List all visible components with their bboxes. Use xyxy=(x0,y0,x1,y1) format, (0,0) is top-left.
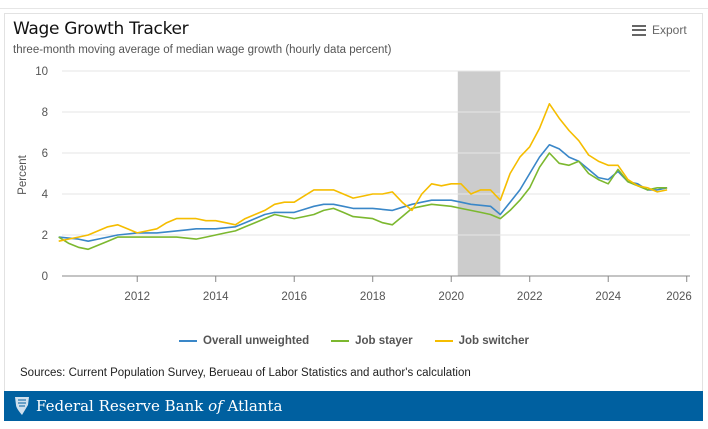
y-axis-label: Percent xyxy=(17,154,29,194)
x-tick-label: 2026 xyxy=(666,291,692,303)
legend-swatch xyxy=(331,340,350,342)
x-tick-label: 2020 xyxy=(438,291,464,303)
y-tick-label: 2 xyxy=(42,230,48,242)
legend-swatch xyxy=(434,340,453,342)
x-tick-label: 2016 xyxy=(281,291,307,303)
x-tick-label: 2024 xyxy=(595,291,621,303)
y-tick-label: 4 xyxy=(42,189,49,201)
line-chart: 0 2 4 6 8 10 2012 2014 2016 2018 2020 2022 2024 2026 P… xyxy=(17,66,692,303)
x-tick-label: 2018 xyxy=(360,291,386,303)
hamburger-menu-icon xyxy=(632,24,646,36)
y-tick-label: 10 xyxy=(35,66,48,78)
chart-title: Wage Growth Tracker xyxy=(13,19,189,39)
y-tick-label: 6 xyxy=(42,148,48,160)
legend-label: Job stayer xyxy=(355,335,413,347)
legend-label: Job switcher xyxy=(458,335,529,347)
export-button[interactable]: Export xyxy=(632,23,687,37)
y-tick-label: 8 xyxy=(42,107,48,119)
top-divider xyxy=(0,8,708,9)
footer-bar: Federal Reserve Bank of Atlanta xyxy=(4,391,703,421)
brand-logo-text: Federal Reserve Bank of Atlanta xyxy=(36,397,283,415)
x-tick-label: 2014 xyxy=(203,291,229,303)
legend-item[interactable]: Job stayer xyxy=(331,335,413,347)
sources-note: Sources: Current Population Survey, Beru… xyxy=(20,367,471,379)
legend-item[interactable]: Job switcher xyxy=(434,335,529,347)
x-tick-label: 2012 xyxy=(124,291,150,303)
x-tick-label: 2022 xyxy=(517,291,543,303)
shaded-period xyxy=(457,71,501,276)
series-line-overall-unweighted xyxy=(59,145,687,241)
y-tick-label: 0 xyxy=(42,271,48,283)
legend-swatch xyxy=(179,340,198,342)
legend: Overall unweighted Job stayer Job switcher xyxy=(0,335,708,347)
legend-label: Overall unweighted xyxy=(203,335,310,347)
chart-subtitle: three-month moving average of median wag… xyxy=(13,44,392,56)
legend-item[interactable]: Overall unweighted xyxy=(179,335,309,347)
eagle-logo-icon xyxy=(15,397,29,415)
export-label: Export xyxy=(652,23,687,37)
